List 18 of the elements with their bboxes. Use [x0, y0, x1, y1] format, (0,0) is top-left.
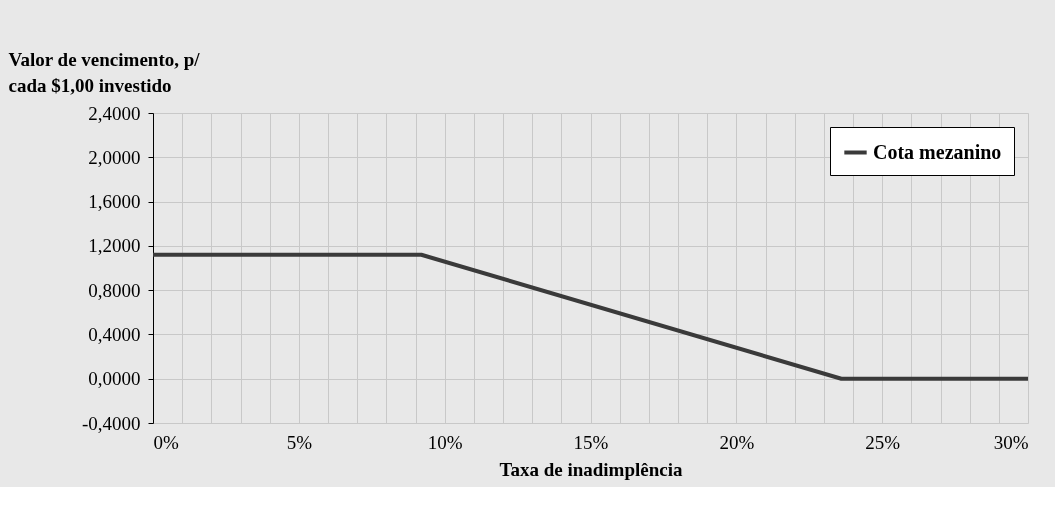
y-tick-label: 0,8000: [88, 279, 141, 301]
x-tick-label: 15%: [573, 431, 609, 453]
x-tick-label: 20%: [719, 431, 755, 453]
y-tick-label: 2,0000: [88, 146, 141, 168]
x-tick-label: 5%: [286, 431, 313, 453]
x-tick-label: 10%: [427, 431, 463, 453]
y-tick-label: 1,2000: [88, 235, 141, 257]
y-tick-label: -0,4000: [81, 412, 141, 434]
y-axis-title: Valor de vencimento, p/ cada $1,00 investido: [8, 48, 201, 96]
x-tick-label: 0%: [153, 431, 179, 453]
x-axis-title: Taxa de inadimplência: [499, 458, 683, 480]
y-tick-label: 1,6000: [88, 191, 141, 213]
legend-label: Cota mezanino: [873, 140, 1002, 163]
y-tick-label: 0,4000: [88, 323, 141, 345]
y-tick-label: 0,0000: [88, 368, 141, 390]
y-tick-label: 2,4000: [88, 102, 141, 124]
x-tick-label: 25%: [865, 431, 901, 453]
x-tick-label: 30%: [993, 431, 1029, 453]
